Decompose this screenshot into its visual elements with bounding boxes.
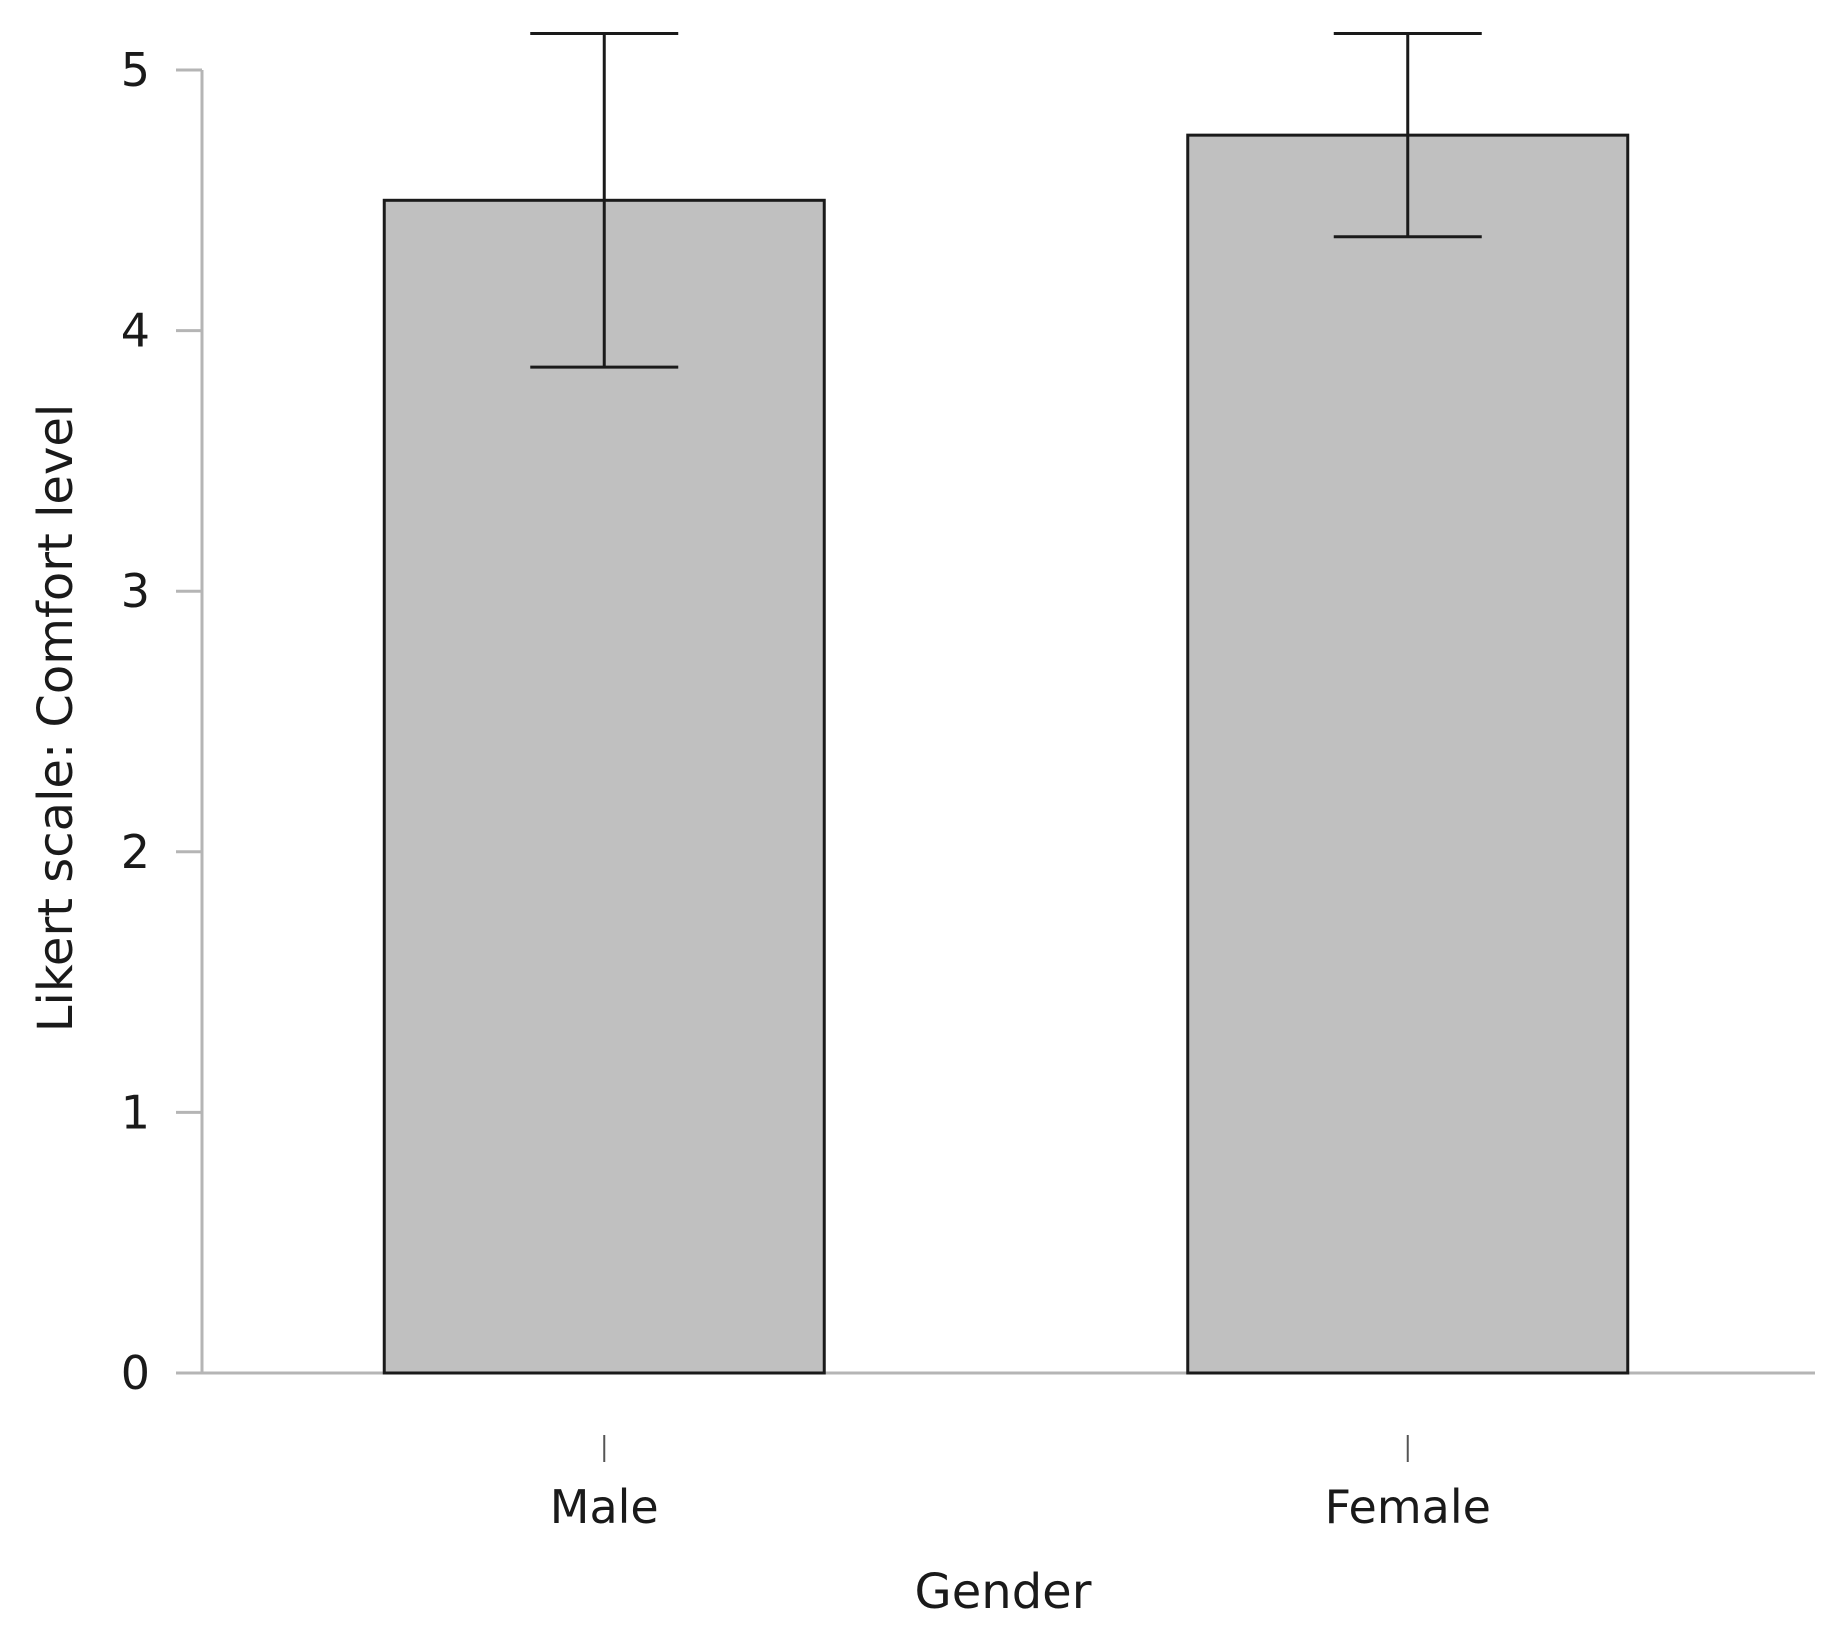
x-axis-title: Gender — [915, 1564, 1092, 1620]
y-axis-title: Likert scale: Comfort level — [28, 404, 84, 1032]
bars — [382, 133, 1630, 1375]
error-bars — [530, 32, 1482, 369]
y-tick-label: 5 — [121, 43, 150, 97]
bar-female — [1186, 133, 1630, 1375]
x-tick-label: Female — [1325, 1480, 1491, 1534]
y-tick-label: 4 — [121, 304, 150, 358]
x-tick-label: Male — [550, 1480, 659, 1534]
y-axis: 0 1 2 3 4 5 — [121, 43, 204, 1400]
y-tick-label: 3 — [121, 564, 150, 618]
x-axis: Male Female — [176, 1371, 1815, 1534]
bar-male — [382, 198, 826, 1375]
y-tick-label: 0 — [121, 1346, 150, 1400]
y-tick-label: 1 — [121, 1085, 150, 1139]
y-tick-label: 2 — [121, 825, 150, 879]
